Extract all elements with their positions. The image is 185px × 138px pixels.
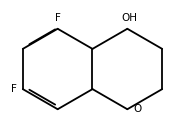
Text: OH: OH <box>121 13 137 23</box>
Text: F: F <box>11 84 17 94</box>
Text: O: O <box>133 104 142 114</box>
Text: F: F <box>55 13 61 23</box>
